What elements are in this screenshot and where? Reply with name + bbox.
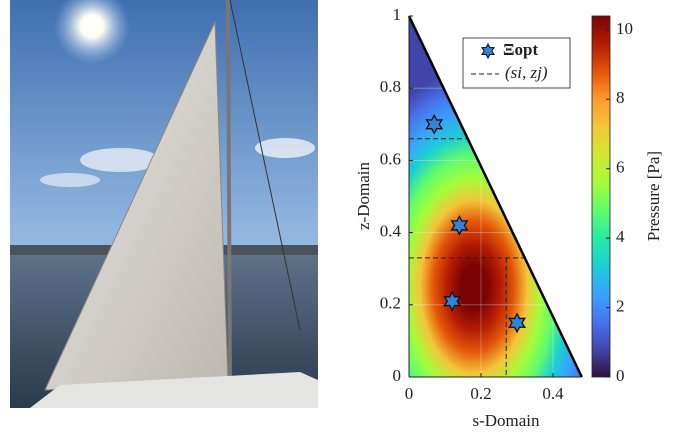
colorbar-tick-label: 6 [616,158,625,177]
y-tick-label: 0.4 [380,222,402,241]
x-tick-label: 0 [405,384,414,403]
y-tick-label: 1 [393,5,402,24]
y-tick-label: 0 [393,366,402,385]
colorbar-tick-label: 4 [616,227,625,246]
colorbar-tick-label: 0 [616,366,625,385]
photo [10,0,318,408]
legend-label: Ξopt [503,40,538,59]
x-tick-label: 0.4 [542,384,564,403]
y-tick-label: 0.6 [380,149,401,168]
y-tick-label: 0.8 [380,77,401,96]
x-tick-label: 0.2 [470,384,491,403]
colorbar-tick-label: 8 [616,88,625,107]
colorbar-tick-label: 10 [616,19,633,38]
x-axis-label: s-Domain [472,411,540,430]
legend-label: (si, zj) [505,63,548,82]
y-axis-label: z-Domain [354,162,373,230]
colorbar-tick-label: 2 [616,296,625,315]
colorbar-label: Pressure [Pa] [644,151,663,241]
y-tick-label: 0.2 [380,294,401,313]
colorbar [592,16,610,377]
figure: s-Domain z-Domain Pressure [Pa] 0 0.2 0.4 0… [0,0,689,439]
